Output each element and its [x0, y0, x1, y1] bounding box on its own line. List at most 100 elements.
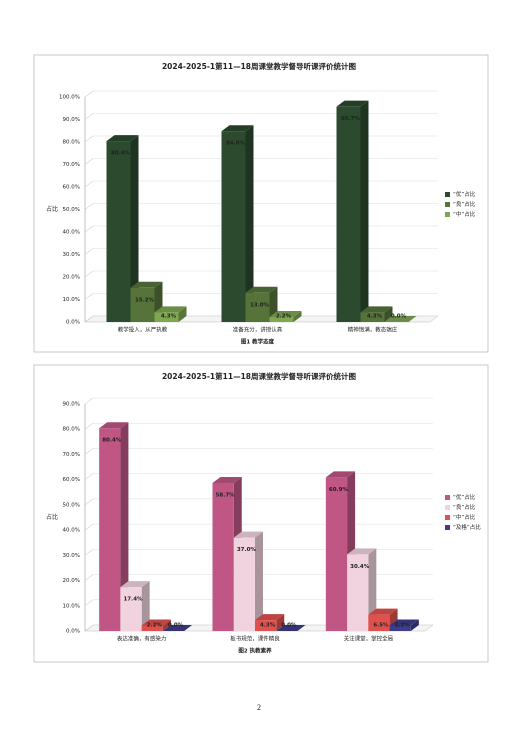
bar-top	[106, 135, 139, 142]
legend-swatch	[445, 505, 450, 510]
bar-top	[255, 614, 285, 621]
grid-line	[84, 498, 94, 506]
bar-top	[384, 316, 417, 322]
bar-top	[347, 548, 377, 555]
grid-line	[84, 293, 94, 300]
bar-top	[212, 476, 242, 483]
bar	[212, 482, 234, 631]
bar	[154, 312, 179, 322]
value-label: 2.2%	[276, 314, 292, 320]
legend-swatch	[445, 202, 450, 207]
value-label: 4.3%	[260, 623, 276, 629]
value-label: 4.3%	[367, 314, 383, 320]
value-label: 80.4%	[111, 151, 131, 157]
bar-side	[255, 531, 263, 631]
bar-side	[141, 581, 150, 631]
bar	[269, 317, 294, 322]
bar-top	[221, 125, 254, 132]
bar-side	[410, 619, 419, 631]
bar	[99, 428, 121, 631]
bar	[347, 554, 369, 631]
bar-top	[336, 100, 369, 107]
bar	[233, 537, 255, 631]
bar-side	[276, 614, 285, 631]
bar-top	[368, 608, 398, 615]
grid-line	[84, 397, 94, 405]
bar-top	[360, 306, 393, 313]
y-axis-label: 占比	[46, 513, 58, 521]
bar	[389, 625, 411, 631]
y-tick-label: 30.0%	[63, 252, 80, 258]
bar-side	[178, 306, 187, 322]
bar-top	[130, 281, 163, 288]
bar-top	[233, 531, 263, 538]
grid-line	[84, 135, 94, 143]
y-tick-label: 20.0%	[63, 275, 80, 281]
value-label: 37.0%	[237, 547, 257, 553]
grid-line	[84, 203, 94, 210]
bar	[130, 287, 155, 322]
grid-line	[84, 248, 94, 255]
legend-label: “良”占比	[453, 200, 476, 208]
grid-line	[84, 315, 94, 323]
bar-top	[162, 625, 193, 631]
grid-line	[84, 599, 94, 606]
y-tick-label: 40.0%	[63, 528, 80, 534]
bar-top	[120, 581, 150, 588]
grid-line	[84, 549, 94, 556]
y-tick-label: 60.0%	[63, 185, 80, 191]
y-tick-label: 70.0%	[63, 162, 80, 168]
y-tick-label: 90.0%	[63, 402, 80, 408]
legend-swatch	[445, 515, 450, 520]
value-label: 13.0%	[250, 302, 270, 308]
x-tick-label: 准备充分，讲授认真	[233, 326, 283, 334]
value-label: 0.0%	[168, 623, 184, 629]
x-tick-label: 板书规范，课件精良	[230, 635, 280, 643]
y-tick-label: 80.0%	[63, 140, 80, 146]
y-tick-label: 100.0%	[59, 95, 80, 101]
bar-side	[293, 311, 302, 322]
bar-side	[245, 125, 254, 322]
bar	[255, 620, 277, 631]
grid-line	[84, 448, 94, 455]
bar	[336, 106, 361, 322]
legend-label: “中”占比	[453, 210, 476, 218]
grid-line	[84, 624, 94, 632]
value-label: 0.0%	[281, 623, 297, 629]
value-label: 58.7%	[216, 492, 236, 498]
value-label: 17.4%	[123, 597, 143, 603]
legend-label: “优”占比	[453, 190, 476, 198]
value-label: 15.2%	[135, 297, 155, 303]
y-tick-label: 0.0%	[66, 320, 80, 326]
bar	[360, 312, 385, 322]
bar	[325, 477, 348, 631]
value-label: 30.4%	[350, 564, 370, 570]
bar-side	[360, 100, 369, 322]
value-label: 80.4%	[102, 438, 122, 444]
bar-side	[120, 422, 129, 631]
y-tick-label: 50.0%	[63, 207, 80, 213]
y-tick-label: 10.0%	[63, 297, 80, 303]
value-label: 60.9%	[329, 487, 349, 493]
bar-side	[162, 619, 171, 631]
x-tick-label: 精神饱满，教态端庄	[348, 326, 398, 334]
grid-line	[84, 113, 94, 120]
bar-top	[389, 619, 419, 626]
bar-side	[384, 306, 393, 322]
legend-swatch	[445, 495, 450, 500]
x-tick-label: 表达准确，有感染力	[117, 635, 167, 643]
chart-title: 2024-2025-1第11—18周课堂教学督导听课评价统计图	[162, 371, 357, 381]
x-tick-label: 关注课堂，掌控全局	[344, 635, 394, 643]
legend-swatch	[445, 212, 450, 217]
grid-line	[84, 158, 94, 165]
grid-line	[84, 473, 94, 480]
y-axis-label: 占比	[46, 205, 58, 213]
chart-caption: 图1 教学态度	[241, 338, 275, 346]
bar-top	[99, 422, 129, 429]
bar-top	[154, 306, 187, 313]
page-number: 2	[257, 703, 261, 712]
legend-swatch	[445, 192, 450, 197]
bar	[141, 625, 163, 631]
grid-line	[84, 423, 94, 430]
bar-top	[276, 625, 306, 631]
